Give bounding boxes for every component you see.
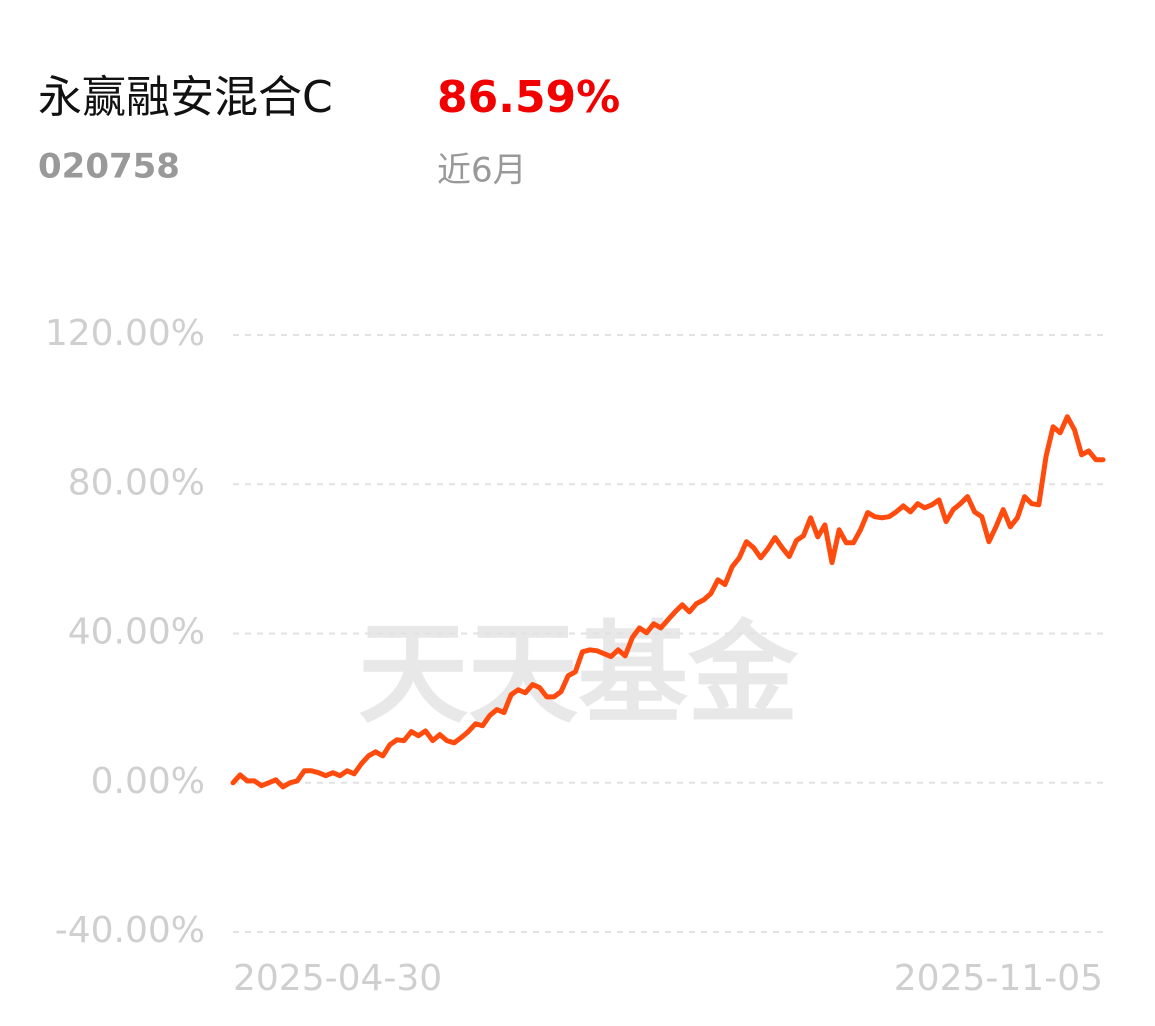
y-tick-label: 80.00% — [68, 462, 205, 503]
fund-name: 永赢融安混合C — [38, 72, 333, 123]
period: 近6月 — [437, 151, 527, 191]
fund-code: 020758 — [38, 147, 180, 187]
return: 86.59% — [437, 72, 620, 123]
line — [230, 414, 1106, 790]
x-tick-label: 2025-04-30 — [233, 958, 442, 999]
x-tick-label: 2025-11-05 — [894, 958, 1103, 999]
y-tick-label: 40.00% — [68, 612, 205, 653]
y-tick-label: 120.00% — [45, 313, 205, 354]
y-tick-label: -40.00% — [55, 910, 205, 951]
watermark: 天天基金 — [358, 609, 799, 738]
y-tick-label: 0.00% — [91, 761, 205, 802]
